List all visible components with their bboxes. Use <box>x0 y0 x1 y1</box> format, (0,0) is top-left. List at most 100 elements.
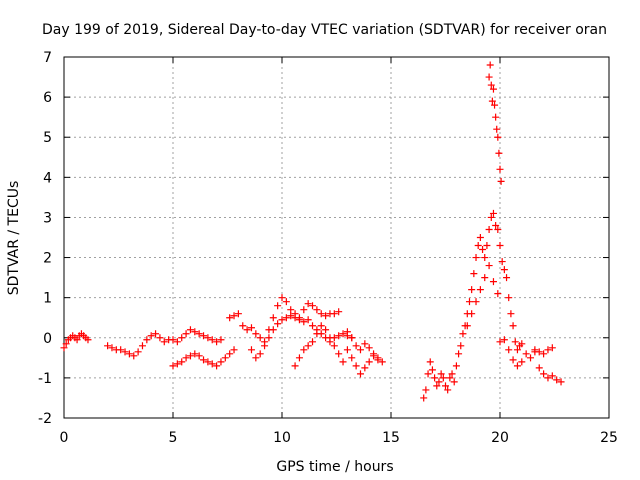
data-point <box>470 270 478 278</box>
data-point <box>173 338 181 346</box>
y-tick-label: 4 <box>43 170 52 186</box>
data-point <box>444 386 452 394</box>
data-point <box>424 370 432 378</box>
data-point <box>431 374 439 382</box>
data-point <box>339 330 347 338</box>
data-point <box>485 262 493 270</box>
data-point <box>317 310 325 318</box>
data-point <box>513 346 521 354</box>
series-seg10 <box>485 61 505 185</box>
data-point <box>178 358 186 366</box>
data-point <box>518 358 526 366</box>
data-point <box>104 342 112 350</box>
data-point <box>156 334 164 342</box>
data-point <box>287 306 295 314</box>
data-point <box>282 314 290 322</box>
data-point <box>313 306 321 314</box>
data-point <box>422 386 430 394</box>
data-point <box>143 336 151 344</box>
data-point <box>505 346 513 354</box>
data-point <box>457 342 465 350</box>
data-point <box>468 286 476 294</box>
data-point <box>213 338 221 346</box>
data-point <box>489 209 497 217</box>
data-point <box>261 342 269 350</box>
data-point <box>474 242 482 250</box>
data-point <box>365 358 373 366</box>
data-point <box>204 358 212 366</box>
x-tick-label: 20 <box>491 430 509 446</box>
data-point <box>330 310 338 318</box>
series-seg9 <box>463 262 502 330</box>
data-point <box>370 350 378 358</box>
data-point <box>455 350 463 358</box>
data-point <box>182 354 190 362</box>
data-point <box>485 73 493 81</box>
data-point <box>343 346 351 354</box>
data-point <box>291 314 299 322</box>
data-point <box>84 336 92 344</box>
data-point <box>468 310 476 318</box>
series-seg5 <box>247 312 356 362</box>
data-point <box>535 348 543 356</box>
data-point <box>335 350 343 358</box>
data-point <box>492 221 500 229</box>
data-point <box>125 350 133 358</box>
data-point <box>531 346 539 354</box>
data-point <box>317 322 325 330</box>
data-point <box>278 316 286 324</box>
data-point <box>269 314 277 322</box>
data-point <box>217 358 225 366</box>
series-seg2 <box>104 326 225 360</box>
data-point <box>494 133 502 141</box>
data-point <box>352 342 360 350</box>
data-point <box>309 302 317 310</box>
data-point <box>496 165 504 173</box>
data-point <box>304 300 312 308</box>
data-point <box>335 332 343 340</box>
data-point <box>343 328 351 336</box>
data-point <box>195 330 203 338</box>
data-point <box>186 352 194 360</box>
data-point <box>485 225 493 233</box>
data-point <box>335 308 343 316</box>
data-point <box>186 326 194 334</box>
data-point <box>230 346 238 354</box>
data-point <box>481 274 489 282</box>
data-point <box>500 266 508 274</box>
data-point <box>195 352 203 360</box>
y-tick-label: 2 <box>43 251 52 267</box>
data-point <box>489 85 497 93</box>
data-point <box>505 294 513 302</box>
data-point <box>200 332 208 340</box>
y-tick-label: 5 <box>43 130 52 146</box>
series-seg8 <box>420 209 526 402</box>
data-point <box>553 376 561 384</box>
data-point <box>282 298 290 306</box>
data-point <box>548 372 556 380</box>
data-point <box>433 382 441 390</box>
x-tick-label: 0 <box>60 430 69 446</box>
data-point <box>509 356 517 364</box>
data-point <box>437 370 445 378</box>
data-point <box>494 290 502 298</box>
data-point <box>147 332 155 340</box>
data-point <box>435 378 443 386</box>
series-seg12 <box>531 344 556 358</box>
data-point <box>274 302 282 310</box>
data-point <box>269 326 277 334</box>
data-point <box>365 344 373 352</box>
data-point <box>62 340 70 348</box>
data-point <box>182 330 190 338</box>
data-point <box>487 81 495 89</box>
data-point <box>243 326 251 334</box>
data-point <box>509 322 517 330</box>
data-point <box>518 340 526 348</box>
x-tick-label: 5 <box>169 430 178 446</box>
data-point <box>544 346 552 354</box>
data-point <box>492 113 500 121</box>
data-point <box>497 177 505 185</box>
data-point <box>204 334 212 342</box>
data-point <box>491 101 499 109</box>
